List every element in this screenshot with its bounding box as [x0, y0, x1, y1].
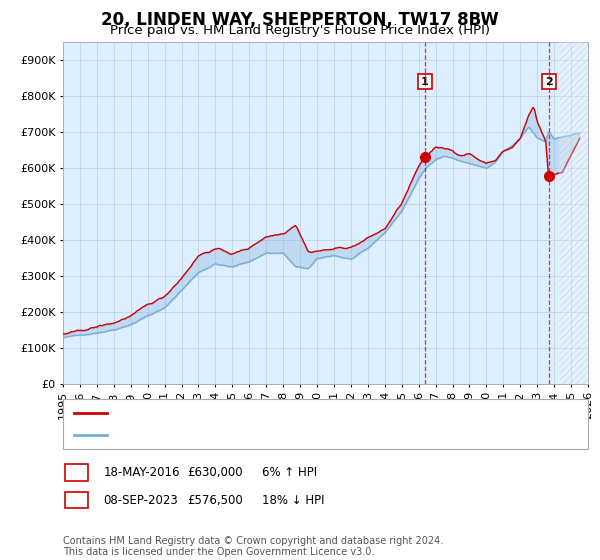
Text: 18% ↓ HPI: 18% ↓ HPI	[262, 493, 325, 507]
Text: £576,500: £576,500	[187, 493, 243, 507]
Text: Contains HM Land Registry data © Crown copyright and database right 2024.
This d: Contains HM Land Registry data © Crown c…	[63, 535, 443, 557]
Text: 2: 2	[545, 77, 553, 87]
Polygon shape	[559, 39, 588, 384]
Text: 20, LINDEN WAY, SHEPPERTON, TW17 8BW (detached house): 20, LINDEN WAY, SHEPPERTON, TW17 8BW (de…	[114, 407, 473, 419]
Text: 6% ↑ HPI: 6% ↑ HPI	[262, 466, 317, 479]
Text: 1: 1	[73, 468, 80, 478]
Text: HPI: Average price, detached house, Spelthorne: HPI: Average price, detached house, Spel…	[114, 428, 397, 441]
Text: 08-SEP-2023: 08-SEP-2023	[103, 493, 178, 507]
Text: 20, LINDEN WAY, SHEPPERTON, TW17 8BW: 20, LINDEN WAY, SHEPPERTON, TW17 8BW	[101, 11, 499, 29]
Text: £630,000: £630,000	[187, 466, 243, 479]
Text: Price paid vs. HM Land Registry's House Price Index (HPI): Price paid vs. HM Land Registry's House …	[110, 24, 490, 36]
Text: 2: 2	[73, 495, 80, 505]
Text: 18-MAY-2016: 18-MAY-2016	[103, 466, 180, 479]
Text: 1: 1	[421, 77, 429, 87]
